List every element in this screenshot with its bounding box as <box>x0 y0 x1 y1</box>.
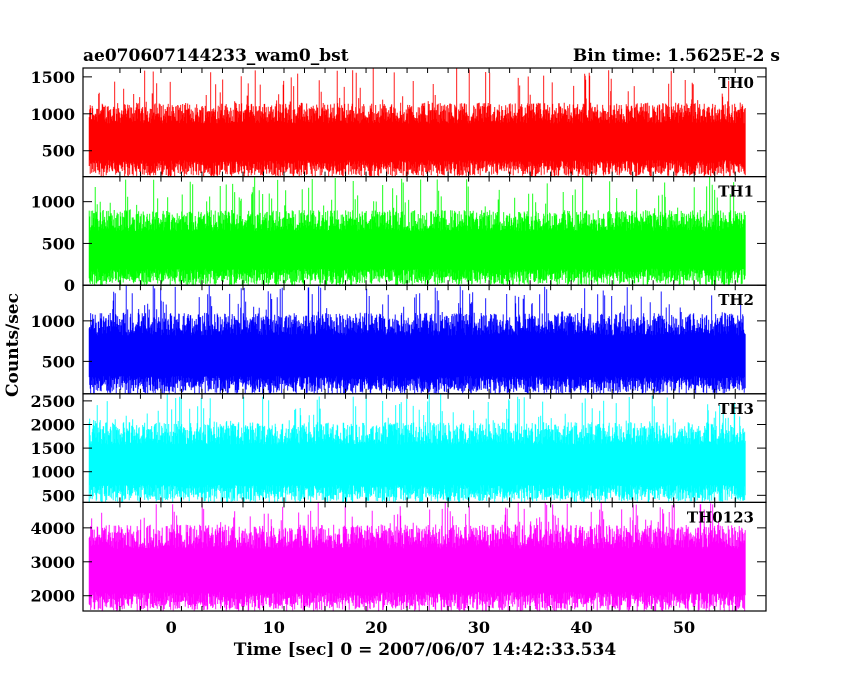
x-tick-label: 50 <box>673 618 695 637</box>
panel-th0123: 2000 3000 4000 TH0123 <box>30 501 767 612</box>
y-tick-label: 2500 <box>30 392 75 411</box>
chart-title-left: ae070607144233_wam0_bst <box>83 46 349 66</box>
x-tick-label: 30 <box>468 618 490 637</box>
panel-label: TH0123 <box>687 508 754 526</box>
series-th2 <box>88 285 746 394</box>
y-tick-label: 1000 <box>30 312 75 331</box>
y-axis-label: Counts/sec <box>3 293 23 397</box>
panel-label: TH3 <box>718 400 754 418</box>
x-tick-label: 20 <box>365 618 387 637</box>
y-tick-label: 1000 <box>30 193 75 212</box>
panel-th1: 0 500 1000 TH1 <box>30 176 767 295</box>
panel-label: TH0 <box>718 74 754 92</box>
y-tick-label: 500 <box>42 234 75 253</box>
y-tick-label: 500 <box>42 142 75 161</box>
y-tick-label: 0 <box>64 276 75 295</box>
y-tick-label: 2000 <box>30 587 75 606</box>
series-th3 <box>88 393 746 503</box>
panel-th0: 500 1000 1500 TH0 <box>30 67 767 178</box>
panel-frame <box>82 501 767 612</box>
x-axis-label: Time [sec] 0 = 2007/06/07 14:42:33.534 <box>234 640 617 660</box>
y-tick-label: 1500 <box>30 439 75 458</box>
series-th0 <box>88 68 746 177</box>
y-tick-label: 500 <box>42 486 75 505</box>
series-th0123 <box>88 502 746 611</box>
panel-label: TH2 <box>718 291 754 309</box>
panel-th2: 500 1000 TH2 <box>30 284 767 395</box>
y-tick-label: 1000 <box>30 463 75 482</box>
y-tick-label: 1500 <box>30 68 75 87</box>
x-tick-label: 10 <box>263 618 285 637</box>
panel-label: TH1 <box>718 183 754 201</box>
chart-title-right: Bin time: 1.5625E-2 s <box>573 46 780 66</box>
series-th1 <box>88 177 746 286</box>
y-tick-label: 4000 <box>30 519 75 538</box>
y-tick-label: 500 <box>42 352 75 371</box>
panel-th3: 500 1000 1500 2000 2500 TH3 <box>30 392 767 505</box>
x-tick-label: 0 <box>166 618 177 637</box>
x-tick-label: 40 <box>570 618 592 637</box>
y-tick-label: 1000 <box>30 105 75 124</box>
y-tick-label: 3000 <box>30 553 75 572</box>
y-tick-label: 2000 <box>30 415 75 434</box>
